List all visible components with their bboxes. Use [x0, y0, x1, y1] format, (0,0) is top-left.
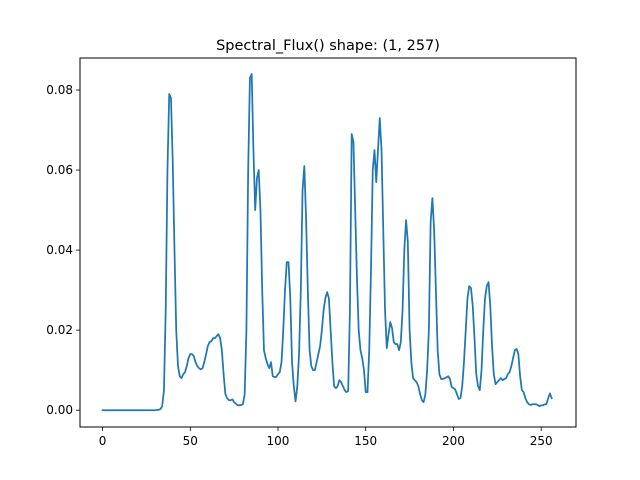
y-tick-label: 0.02	[46, 323, 73, 337]
x-tick-label: 150	[354, 434, 377, 448]
series-line	[101, 73, 553, 412]
plot-background	[80, 58, 576, 427]
chart-title: Spectral_Flux() shape: (1, 257)	[216, 38, 440, 54]
y-tick-label: 0.08	[46, 83, 73, 97]
x-tick-label: 50	[183, 434, 198, 448]
plot-area	[79, 57, 577, 428]
y-axis: 0.00 0.02 0.04 0.06 0.08	[46, 83, 80, 417]
y-tick-label: 0.04	[46, 243, 73, 257]
x-tick-label: 200	[442, 434, 465, 448]
x-tick-label: 100	[267, 434, 290, 448]
x-axis: 0 50 100 150 200 250	[99, 427, 553, 448]
y-tick-label: 0.06	[46, 163, 73, 177]
plot-frame	[79, 57, 577, 428]
y-tick-label: 0.00	[46, 403, 73, 417]
x-tick-label: 250	[530, 434, 553, 448]
x-tick-label: 0	[99, 434, 107, 448]
